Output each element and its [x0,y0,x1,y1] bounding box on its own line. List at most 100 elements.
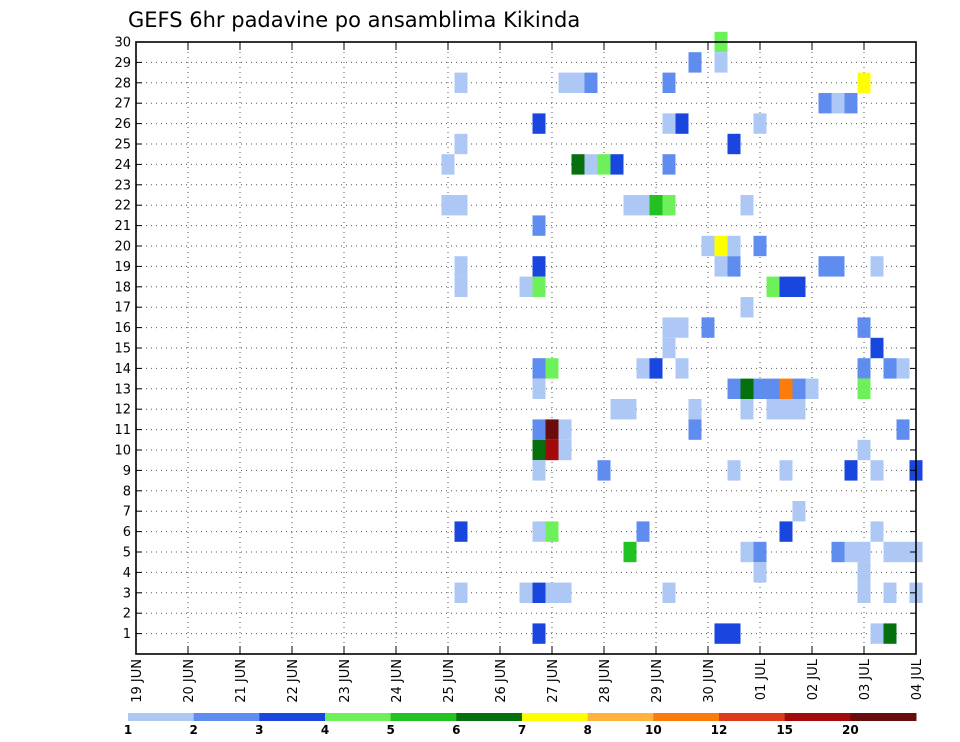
y-tick-label: 27 [114,97,131,112]
precip-cell [779,378,793,399]
precip-cell [714,52,728,73]
colorbar-segment [653,713,720,721]
precip-cell [844,93,858,114]
precip-cell [454,276,468,297]
y-tick-label: 18 [114,280,131,295]
precip-cell [727,256,741,277]
precip-cell [753,378,767,399]
colorbar-label: 15 [776,723,793,737]
colorbar-label: 10 [645,723,662,737]
precip-cell [870,521,884,542]
colorbar-label: 6 [452,723,460,737]
colorbar-label: 5 [386,723,394,737]
y-tick-label: 4 [123,566,131,581]
precip-cell [454,256,468,277]
precip-cell [727,378,741,399]
x-tick-label: 30 JUN [702,659,717,703]
precip-cell [545,358,559,379]
y-tick-label: 1 [123,627,131,642]
precip-cell [545,419,559,440]
precip-cell [844,460,858,481]
x-tick-label: 04 JUL [910,658,925,700]
precip-cell [662,72,676,93]
precip-cell [519,276,533,297]
precip-cell [532,215,546,236]
y-tick-label: 14 [114,362,131,377]
precip-cell [441,154,455,175]
y-tick-label: 19 [114,260,131,275]
data-cells [441,31,923,644]
precip-cell [714,256,728,277]
y-tick-label: 7 [123,505,131,520]
precip-cell [545,521,559,542]
precip-cell [740,297,754,318]
precip-cell [675,113,689,134]
precip-cell [675,317,689,338]
colorbar-segment [193,713,260,721]
colorbar-label: 12 [711,723,728,737]
x-tick-label: 29 JUN [650,659,665,703]
x-tick-label: 01 JUL [754,658,769,700]
precip-cell [818,93,832,114]
precip-cell [454,521,468,542]
precip-cell [688,52,702,73]
precip-cell [662,337,676,359]
precip-cell [766,276,780,297]
precip-cell [753,235,767,257]
precip-cell [714,235,728,257]
colorbar-segment [784,713,851,721]
precip-cell [740,399,754,420]
precip-cell [896,541,910,563]
precip-cell [532,623,546,644]
precip-cell [441,195,455,216]
colorbar-segment [522,713,589,721]
y-tick-label: 5 [123,546,131,561]
precip-cell [779,460,793,481]
axis-ticks: 1234567891011121314151617181920212223242… [114,36,925,703]
y-tick-label: 12 [114,403,131,418]
precip-cell [792,378,806,399]
precip-cell [571,154,585,175]
y-tick-label: 23 [114,178,131,193]
precip-cell [753,541,767,563]
precip-cell [805,378,819,399]
precip-cell [870,337,884,359]
precip-cell [870,623,884,644]
x-tick-label: 02 JUL [806,658,821,700]
precip-cell [779,399,793,420]
precip-cell [883,582,897,603]
precip-cell [753,562,767,583]
grid-lines [136,42,916,654]
colorbar: 1 2 3 4 5 6 7 8 10 12 15 20 [124,713,917,737]
precip-cell [558,72,572,93]
precip-cell [623,399,637,420]
precip-cell [818,256,832,277]
precip-cell [753,113,767,134]
precip-cell [688,419,702,440]
precip-cell [532,419,546,440]
colorbar-label: 7 [518,723,526,737]
y-tick-label: 10 [114,444,131,459]
precip-cell [857,378,871,399]
colorbar-label: 8 [583,723,591,737]
y-tick-label: 25 [114,138,131,153]
precip-cell [545,582,559,603]
x-tick-label: 21 JUN [234,659,249,703]
precip-cell [857,562,871,583]
y-tick-label: 9 [123,464,131,479]
y-tick-label: 17 [114,301,131,316]
y-tick-label: 16 [114,321,131,336]
precip-cell [532,439,546,461]
precip-cell [675,358,689,379]
x-tick-label: 28 JUN [598,659,613,703]
x-tick-label: 03 JUL [858,658,873,700]
precip-cell [532,113,546,134]
precip-cell [532,276,546,297]
precip-cell [870,460,884,481]
precip-cell [688,399,702,420]
y-tick-label: 30 [114,36,131,51]
precip-cell [584,72,598,93]
y-tick-label: 29 [114,56,131,71]
y-tick-label: 28 [114,76,131,91]
precip-cell [779,521,793,542]
